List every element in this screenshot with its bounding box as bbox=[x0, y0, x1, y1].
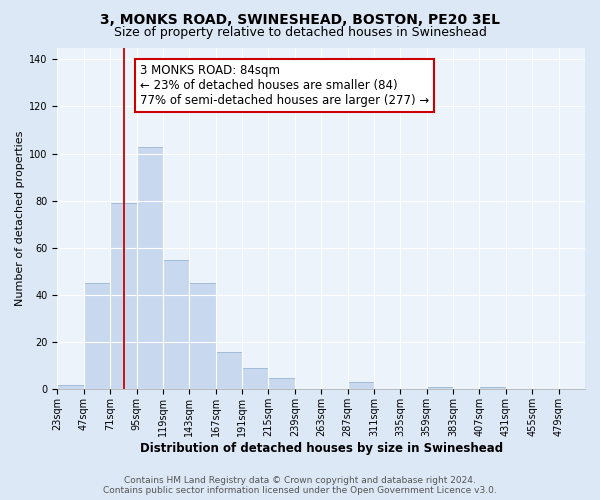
Bar bbox=[58, 384, 84, 390]
Bar bbox=[163, 260, 189, 390]
Bar bbox=[479, 387, 506, 390]
Bar bbox=[347, 382, 374, 390]
Y-axis label: Number of detached properties: Number of detached properties bbox=[15, 131, 25, 306]
Bar bbox=[137, 146, 163, 390]
Bar bbox=[427, 387, 453, 390]
Bar bbox=[189, 284, 215, 390]
X-axis label: Distribution of detached houses by size in Swineshead: Distribution of detached houses by size … bbox=[140, 442, 503, 455]
Text: 3 MONKS ROAD: 84sqm
← 23% of detached houses are smaller (84)
77% of semi-detach: 3 MONKS ROAD: 84sqm ← 23% of detached ho… bbox=[140, 64, 429, 107]
Text: Size of property relative to detached houses in Swineshead: Size of property relative to detached ho… bbox=[113, 26, 487, 39]
Text: Contains HM Land Registry data © Crown copyright and database right 2024.
Contai: Contains HM Land Registry data © Crown c… bbox=[103, 476, 497, 495]
Bar bbox=[84, 284, 110, 390]
Bar bbox=[110, 203, 137, 390]
Bar bbox=[242, 368, 268, 390]
Bar bbox=[215, 352, 242, 390]
Text: 3, MONKS ROAD, SWINESHEAD, BOSTON, PE20 3EL: 3, MONKS ROAD, SWINESHEAD, BOSTON, PE20 … bbox=[100, 12, 500, 26]
Bar bbox=[268, 378, 295, 390]
